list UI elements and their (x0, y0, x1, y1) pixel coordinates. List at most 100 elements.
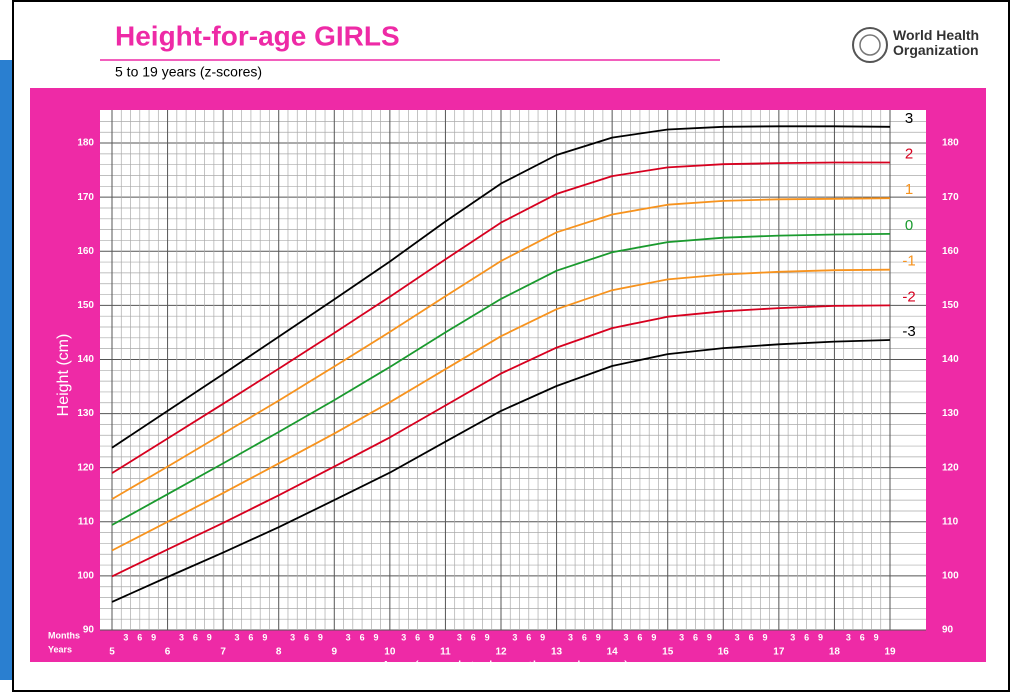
y2-tick-label: 100 (942, 571, 959, 582)
month-tick-label: 6 (582, 632, 587, 642)
y2-tick-label: 120 (942, 462, 959, 473)
x-tick-label: 14 (607, 647, 619, 658)
series-line (111, 161, 890, 474)
y2-tick-label: 90 (942, 625, 954, 636)
month-tick-label: 6 (860, 632, 865, 642)
month-tick-label: 9 (262, 632, 267, 642)
month-tick-label: 3 (346, 632, 351, 642)
month-tick-label: 6 (526, 632, 531, 642)
y-tick-label: 100 (77, 571, 94, 582)
month-tick-label: 6 (693, 632, 698, 642)
y2-tick-label: 110 (942, 516, 959, 527)
x-tick-label: 13 (551, 647, 563, 658)
month-tick-label: 3 (735, 632, 740, 642)
x-tick-label: 7 (220, 647, 226, 658)
month-tick-label: 6 (749, 632, 754, 642)
month-tick-label: 6 (304, 632, 309, 642)
years-label: Years (48, 644, 72, 654)
y-tick-label: 90 (83, 625, 95, 636)
month-tick-label: 9 (707, 632, 712, 642)
month-tick-label: 6 (360, 632, 365, 642)
y-tick-label: 170 (77, 192, 94, 203)
month-tick-label: 6 (248, 632, 253, 642)
month-tick-label: 6 (193, 632, 198, 642)
x-tick-label: 12 (495, 647, 507, 658)
month-tick-label: 9 (596, 632, 601, 642)
x-tick-label: 11 (440, 647, 451, 658)
y-tick-label: 160 (77, 246, 94, 257)
month-tick-label: 3 (457, 632, 462, 642)
x-tick-label: 10 (384, 647, 396, 658)
y2-tick-label: 180 (942, 138, 959, 149)
legend-label: -3 (902, 323, 915, 340)
month-tick-label: 3 (401, 632, 406, 642)
x-tick-label: 5 (109, 647, 115, 658)
y-tick-label: 140 (77, 354, 94, 365)
x-axis-label: Age (completed months and years) (380, 659, 629, 676)
legend-label: 2 (905, 145, 913, 162)
month-tick-label: 6 (637, 632, 642, 642)
series-line (111, 304, 891, 578)
series-line (111, 197, 891, 500)
month-tick-label: 3 (290, 632, 295, 642)
month-tick-label: 6 (137, 632, 142, 642)
month-tick-label: 9 (818, 632, 823, 642)
side-panel (0, 60, 12, 680)
x-tick-label: 15 (662, 647, 674, 658)
y-tick-label: 150 (77, 300, 94, 311)
series-line (111, 233, 891, 526)
month-tick-label: 6 (804, 632, 809, 642)
y-tick-label: 110 (78, 516, 95, 527)
y-tick-label: 180 (77, 138, 94, 149)
month-tick-label: 9 (318, 632, 323, 642)
frame (12, 0, 1010, 692)
series-line (111, 339, 891, 603)
month-tick-label: 3 (123, 632, 128, 642)
y2-tick-label: 140 (942, 354, 959, 365)
org-name: World Health Organization (893, 28, 980, 58)
series-line (111, 125, 891, 449)
legend-label: -2 (902, 288, 915, 305)
who-logo-globe (859, 34, 881, 56)
chart-title: Height-for-age GIRLS (115, 20, 400, 51)
org-box: World Health Organization (893, 28, 980, 58)
series-line (111, 268, 891, 552)
x-tick-label: 9 (332, 647, 338, 658)
legend-label: 0 (905, 217, 913, 234)
y-tick-label: 130 (77, 408, 94, 419)
month-tick-label: 9 (485, 632, 490, 642)
y2-tick-label: 150 (942, 300, 959, 311)
month-tick-label: 3 (512, 632, 517, 642)
month-tick-label: 9 (373, 632, 378, 642)
month-tick-label: 9 (762, 632, 767, 642)
x-tick-label: 8 (276, 647, 282, 658)
y2-tick-label: 170 (942, 192, 959, 203)
x-tick-label: 18 (829, 647, 841, 658)
month-tick-label: 3 (790, 632, 795, 642)
month-tick-label: 3 (568, 632, 573, 642)
month-tick-label: 3 (679, 632, 684, 642)
y2-tick-label: 160 (942, 246, 959, 257)
y-axis-label: Height (cm) (55, 334, 72, 417)
month-tick-label: 9 (429, 632, 434, 642)
month-tick-label: 9 (151, 632, 156, 642)
month-tick-label: 9 (651, 632, 656, 642)
who-logo (852, 27, 888, 63)
legend-label: 3 (905, 110, 913, 127)
x-tick-label: 6 (165, 647, 171, 658)
month-tick-label: 6 (415, 632, 420, 642)
month-tick-label: 9 (207, 632, 212, 642)
month-tick-label: 3 (179, 632, 184, 642)
month-tick-label: 3 (235, 632, 240, 642)
legend-label: -1 (902, 253, 915, 270)
months-label: Months (48, 630, 80, 640)
chart-subtitle: 5 to 19 years (z-scores) (115, 64, 262, 80)
y2-tick-label: 130 (942, 408, 959, 419)
x-tick-label: 17 (773, 647, 785, 658)
y-tick-label: 120 (77, 462, 94, 473)
month-tick-label: 9 (540, 632, 545, 642)
legend-label: 1 (905, 181, 913, 198)
x-tick-label: 19 (884, 647, 896, 658)
month-tick-label: 9 (874, 632, 879, 642)
